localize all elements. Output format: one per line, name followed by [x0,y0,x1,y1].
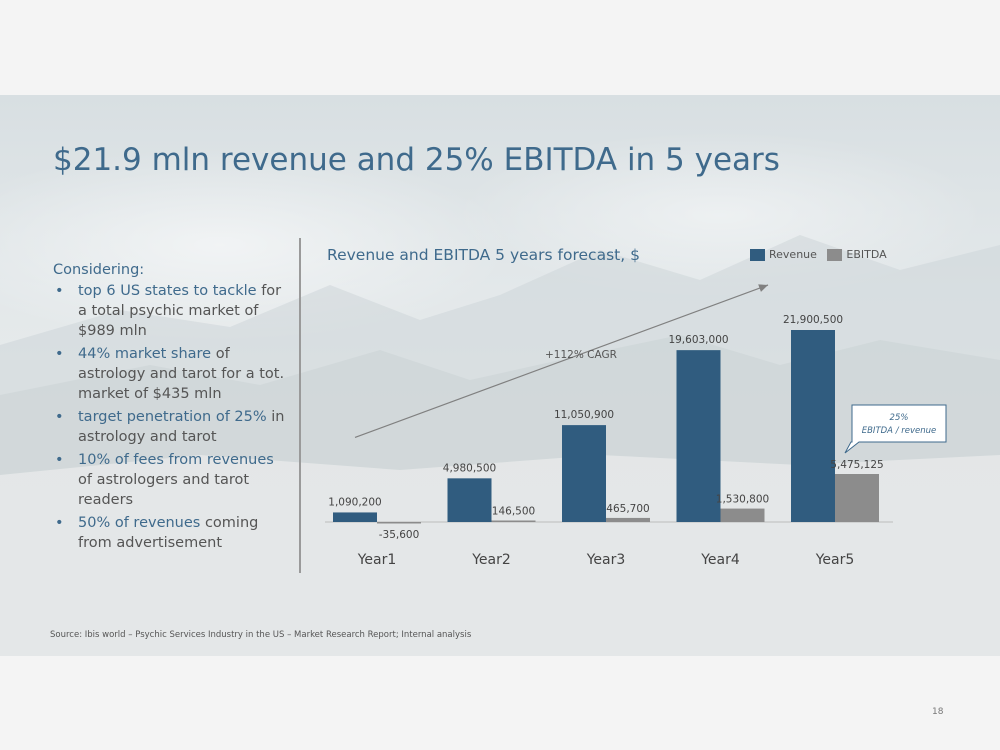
revenue-bar [791,330,835,522]
legend-item-revenue: Revenue [750,248,817,261]
ebitda-bar [606,517,650,522]
cagr-arrow-head [758,284,768,292]
bullet-icon: • [55,409,64,425]
ebitda-data-label: 146,500 [492,506,535,518]
list-item: • 44% market share of astrology and tarot… [55,346,285,402]
source-note: Source: Ibis world – Psychic Services In… [50,630,472,640]
bullet-icon: • [55,346,64,362]
slide-title: $21.9 mln revenue and 25% EBITDA in 5 ye… [53,142,780,178]
ebitda-data-label: 5,475,125 [830,459,883,471]
ebitda-bar [377,522,421,524]
revenue-bar [676,350,721,522]
callout-text-line2: EBITDA / revenue [862,426,937,436]
revenue-bar [447,478,492,522]
chart-title: Revenue and EBITDA 5 years forecast, $ [327,246,640,264]
ebitda-bar [491,520,536,522]
bullet-icon: • [55,283,64,299]
legend-label-revenue: Revenue [769,248,817,261]
bullet-icon: • [55,515,64,531]
vertical-divider [299,238,301,573]
ebitda-data-label: 1,530,800 [716,494,769,506]
cagr-label: +112% CAGR [545,349,617,361]
list-item: • target penetration of 25% in astrology … [55,409,285,445]
revenue-bar [562,425,606,522]
x-tick-label: Year1 [357,552,397,568]
ebitda-callout-box [844,404,947,454]
chart-legend: Revenue EBITDA [750,248,894,264]
ebitda-bar [720,508,765,522]
bullet-icon: • [55,452,64,468]
legend-item-ebitda: EBITDA [827,248,887,261]
ebitda-data-label: -35,600 [379,529,420,541]
ebitda-swatch [827,248,843,261]
mountain-backdrop [0,235,1000,656]
list-item: • 10% of fees from revenues of astrologer… [55,452,274,508]
list-item: • top 6 US states to tackle for a total p… [55,283,282,339]
x-tick-label: Year5 [815,552,855,568]
revenue-data-label: 19,603,000 [668,334,728,346]
ebitda-data-label: 465,700 [606,503,649,515]
x-tick-label: Year3 [586,552,626,568]
considering-heading: Considering: [53,262,145,278]
revenue-data-label: 11,050,900 [554,409,614,421]
revenue-swatch [750,248,765,261]
cagr-arrow-line [354,284,769,439]
considering-list: • top 6 US states to tackle for a total p… [53,281,288,553]
revenue-data-label: 21,900,500 [783,314,843,326]
revenue-bar [333,512,377,522]
x-tick-label: Year4 [700,552,740,568]
list-item: • 50% of revenues coming from advertiseme… [55,515,259,551]
revenue-data-label: 4,980,500 [443,462,496,474]
legend-label-ebitda: EBITDA [846,248,887,261]
revenue-data-label: 1,090,200 [328,496,381,508]
ebitda-bar [835,474,879,522]
considering-panel: Considering: • top 6 US states to tackle … [53,260,288,556]
x-tick-label: Year2 [471,552,511,568]
page-number: 18 [932,707,944,717]
callout-text-line1: 25% [890,413,909,423]
